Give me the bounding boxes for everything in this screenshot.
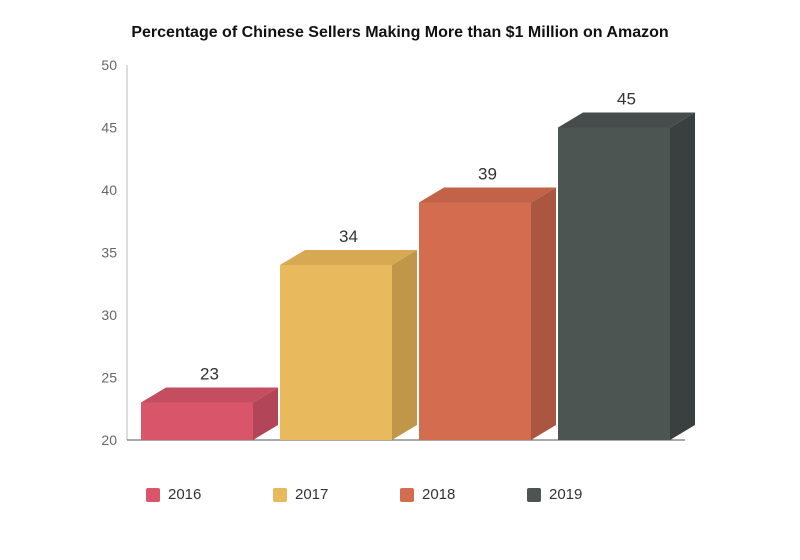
bars	[141, 112, 695, 440]
legend-label: 2017	[295, 486, 329, 503]
legend-label: 2018	[422, 486, 456, 503]
y-tick-label: 50	[101, 57, 117, 73]
data-labels: 23 34 39 45	[200, 90, 636, 384]
bar-2017	[280, 250, 417, 440]
bar-side	[670, 112, 695, 440]
legend-swatch	[146, 487, 160, 502]
data-label: 34	[339, 227, 358, 246]
y-tick-label: 35	[101, 245, 117, 261]
legend-swatch	[273, 487, 287, 502]
bar-side	[253, 387, 278, 440]
data-label: 45	[617, 90, 636, 109]
bar-side	[392, 250, 417, 440]
bar-top	[558, 112, 695, 128]
legend-label: 2016	[168, 486, 202, 503]
legend-swatch	[400, 487, 414, 502]
bar-2018	[419, 187, 556, 440]
bar-top	[141, 387, 278, 403]
y-tick-label: 20	[101, 432, 117, 448]
legend-label: 2019	[549, 486, 583, 503]
bar-side	[531, 187, 556, 440]
data-label: 23	[200, 365, 219, 384]
bar-top	[419, 187, 556, 203]
bar-2019	[558, 112, 695, 440]
y-tick-label: 30	[101, 307, 117, 323]
y-tick-label: 40	[101, 182, 117, 198]
bar-front	[558, 127, 670, 440]
legend-item-2018[interactable]: 2018	[400, 486, 455, 503]
bar-front	[280, 265, 392, 440]
y-tick-label: 25	[101, 370, 117, 386]
bar-front	[419, 202, 531, 440]
y-tick-label: 45	[101, 120, 117, 136]
bar-front	[141, 402, 253, 440]
legend-swatch	[527, 487, 541, 502]
axes: 20 25 30 35 40 45 50	[101, 57, 685, 448]
legend-item-2017[interactable]: 2017	[273, 486, 328, 503]
legend-item-2016[interactable]: 2016	[146, 486, 201, 503]
chart-title: Percentage of Chinese Sellers Making Mor…	[131, 24, 669, 41]
bar-2016	[141, 387, 278, 440]
legend: 2016 2017 2018 2019	[0, 486, 800, 506]
legend-item-2019[interactable]: 2019	[527, 486, 582, 503]
data-label: 39	[478, 165, 497, 184]
bar-top	[280, 250, 417, 265]
